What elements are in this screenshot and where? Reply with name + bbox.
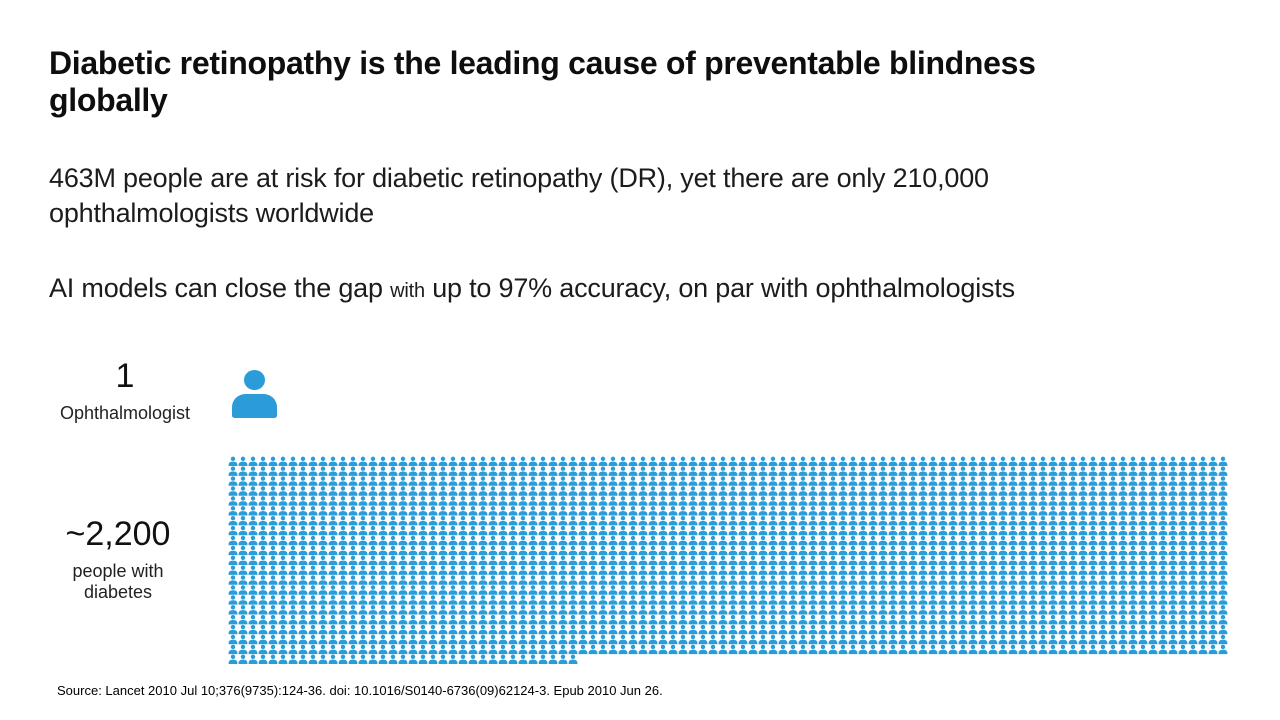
subtitle-line-1: 463M people are at risk for diabetic ret… xyxy=(49,163,989,193)
people-label: people with diabetes xyxy=(33,561,203,603)
ophthalmologist-value: 1 xyxy=(115,357,135,395)
slide-title: Diabetic retinopathy is the leading caus… xyxy=(49,45,1269,119)
ai-claim-lead: AI models can close the gap xyxy=(49,273,391,303)
ophthalmologist-label-block: 1 Ophthalmologist xyxy=(40,357,210,424)
people-value: ~2,200 xyxy=(65,515,171,553)
person-icon xyxy=(232,370,277,418)
slide-title-line-2: globally xyxy=(49,82,168,119)
ophthalmologist-label: Ophthalmologist xyxy=(59,403,191,424)
source-citation: Source: Lancet 2010 Jul 10;376(9735):124… xyxy=(57,683,663,698)
people-label-line-2: diabetes xyxy=(83,582,153,603)
people-label-line-1: people with xyxy=(72,561,164,582)
ai-claim-small-word: with xyxy=(390,280,425,302)
people-label-block: ~2,200 people with diabetes xyxy=(33,515,203,603)
slide-title-line-1: Diabetic retinopathy is the leading caus… xyxy=(49,45,1036,82)
ai-claim-text: AI models can close the gap with up to 9… xyxy=(49,273,1269,304)
people-icon-grid xyxy=(228,456,1228,671)
ai-claim-tail: up to 97% accuracy, on par with ophthalm… xyxy=(424,273,1015,303)
subtitle-line-2: ophthalmologists worldwide xyxy=(49,198,374,228)
subtitle-text: 463M people are at risk for diabetic ret… xyxy=(49,161,1269,231)
